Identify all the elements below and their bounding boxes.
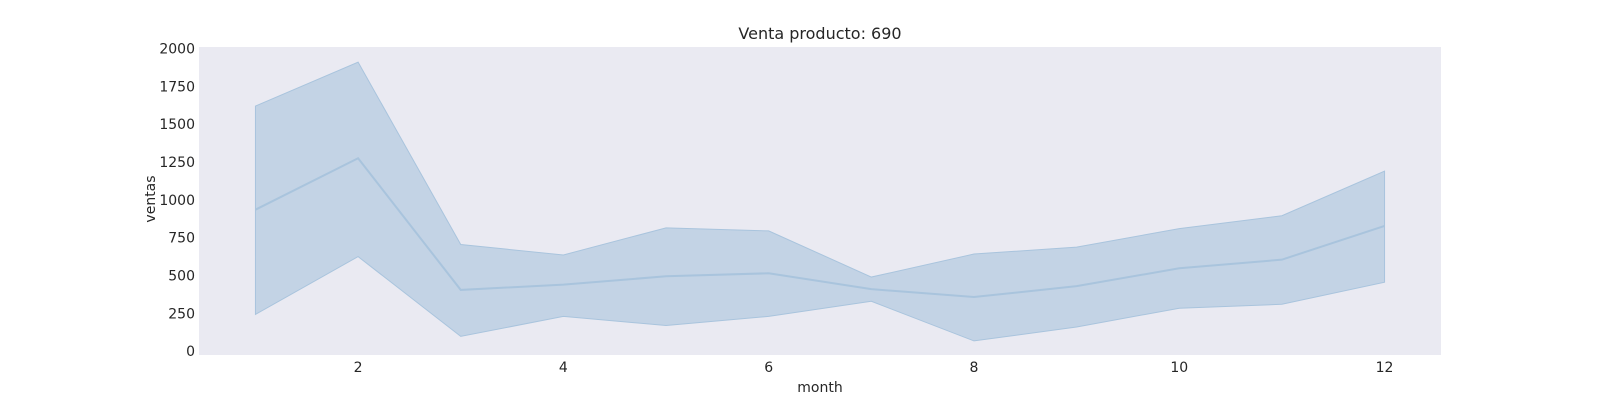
x-tick-label: 2 bbox=[354, 360, 363, 376]
y-tick-label: 2000 bbox=[159, 42, 195, 58]
y-tick-label: 750 bbox=[168, 231, 195, 247]
y-tick-label: 250 bbox=[168, 306, 195, 322]
y-axis-label: ventas bbox=[143, 175, 159, 222]
x-tick-label: 6 bbox=[764, 360, 773, 376]
confidence-band bbox=[254, 61, 1386, 342]
series-line bbox=[255, 156, 1385, 299]
x-axis-label: month bbox=[797, 380, 842, 396]
x-tick-label: 12 bbox=[1376, 360, 1394, 376]
x-tick-label: 10 bbox=[1170, 360, 1188, 376]
x-tick-label: 8 bbox=[970, 360, 979, 376]
y-tick-label: 500 bbox=[168, 269, 195, 285]
y-tick-label: 1250 bbox=[159, 155, 195, 171]
x-tick-label: 4 bbox=[559, 360, 568, 376]
y-tick-label: 1500 bbox=[159, 117, 195, 133]
y-tick-label: 0 bbox=[186, 344, 195, 360]
y-tick-label: 1000 bbox=[159, 193, 195, 209]
y-tick-label: 1750 bbox=[159, 79, 195, 95]
chart-title: Venta producto: 690 bbox=[738, 24, 901, 43]
